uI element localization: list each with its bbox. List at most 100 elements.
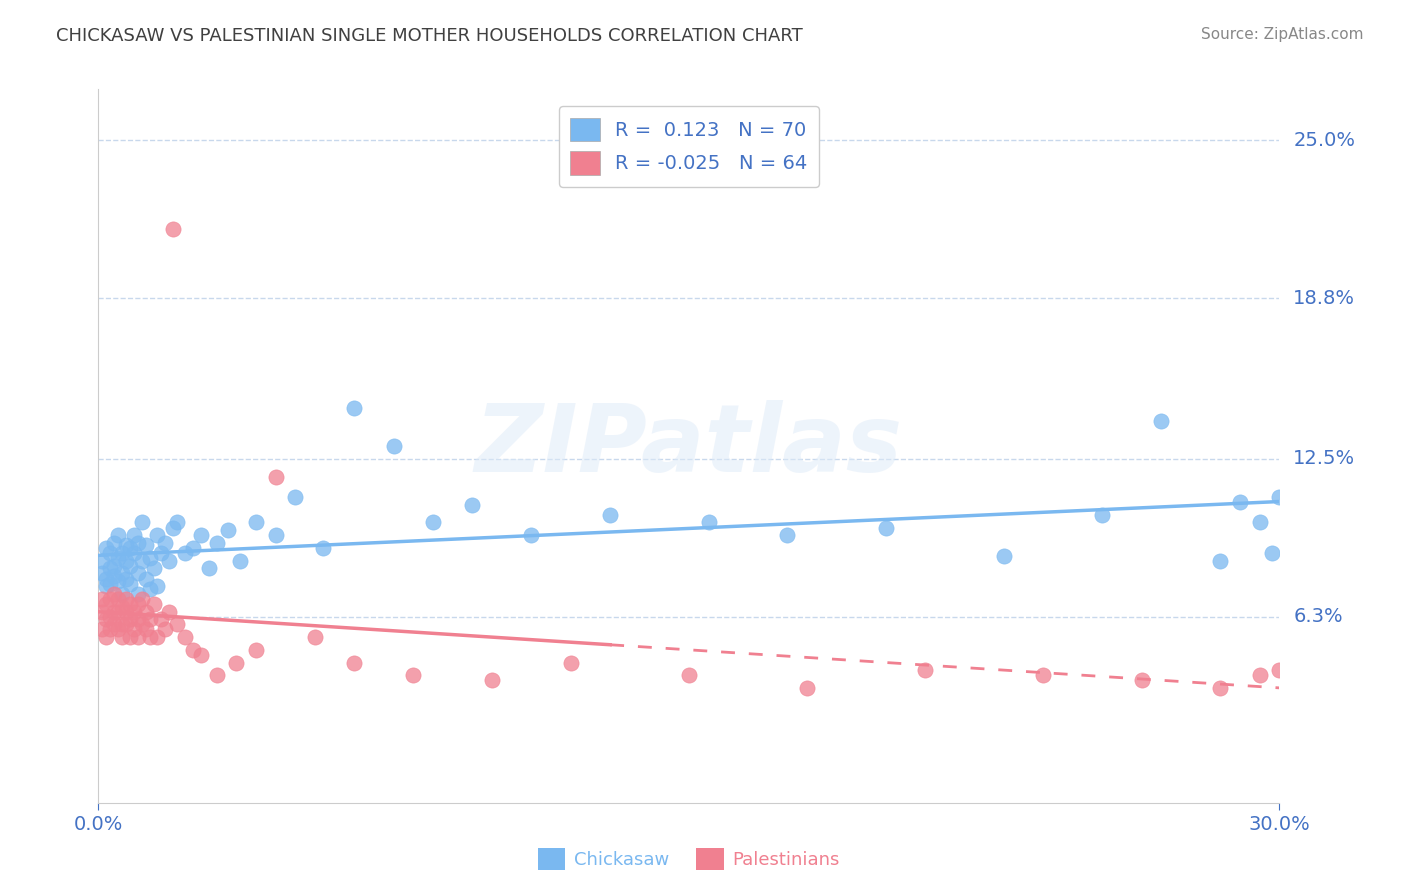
Point bbox=[914, 663, 936, 677]
Point bbox=[96, 541, 118, 555]
Point bbox=[107, 591, 129, 606]
Point bbox=[103, 587, 125, 601]
Point bbox=[107, 623, 129, 637]
Point bbox=[127, 566, 149, 581]
Point bbox=[111, 617, 134, 632]
Point bbox=[190, 528, 212, 542]
Point bbox=[96, 630, 118, 644]
Point bbox=[122, 546, 145, 560]
Point bbox=[245, 643, 267, 657]
Point bbox=[245, 516, 267, 530]
Point bbox=[166, 617, 188, 632]
Point bbox=[135, 623, 157, 637]
Point bbox=[993, 549, 1015, 563]
Point bbox=[122, 528, 145, 542]
Point bbox=[402, 668, 425, 682]
Point bbox=[142, 597, 165, 611]
Point bbox=[1091, 508, 1114, 522]
Point bbox=[111, 566, 134, 581]
Point bbox=[162, 222, 184, 236]
Point bbox=[157, 554, 180, 568]
Point bbox=[91, 623, 114, 637]
Point bbox=[135, 572, 157, 586]
Point bbox=[96, 597, 118, 611]
Point bbox=[111, 630, 134, 644]
Point bbox=[1150, 413, 1173, 427]
Point bbox=[118, 612, 141, 626]
Point bbox=[1249, 516, 1271, 530]
Point bbox=[157, 605, 180, 619]
Point bbox=[1229, 495, 1251, 509]
Point bbox=[155, 623, 177, 637]
Point bbox=[127, 597, 149, 611]
Point bbox=[481, 673, 503, 688]
Point bbox=[111, 599, 134, 614]
Point bbox=[107, 574, 129, 588]
Point bbox=[146, 528, 169, 542]
Point bbox=[96, 572, 118, 586]
Point bbox=[162, 520, 184, 534]
Point bbox=[1209, 554, 1232, 568]
Point bbox=[131, 617, 153, 632]
Point bbox=[103, 536, 125, 550]
Point bbox=[98, 623, 121, 637]
Legend: Chickasaw, Palestinians: Chickasaw, Palestinians bbox=[529, 839, 849, 880]
Point bbox=[264, 469, 287, 483]
Point bbox=[150, 546, 173, 560]
Text: 25.0%: 25.0% bbox=[1294, 130, 1355, 150]
Point bbox=[127, 612, 149, 626]
Point bbox=[1209, 681, 1232, 695]
Point bbox=[1032, 668, 1054, 682]
Point bbox=[146, 579, 169, 593]
Point bbox=[131, 554, 153, 568]
Point bbox=[131, 516, 153, 530]
Point bbox=[304, 630, 326, 644]
Point bbox=[181, 643, 204, 657]
Point bbox=[217, 523, 239, 537]
Point bbox=[98, 561, 121, 575]
Point bbox=[138, 551, 160, 566]
Point bbox=[343, 401, 366, 415]
Text: Source: ZipAtlas.com: Source: ZipAtlas.com bbox=[1201, 27, 1364, 42]
Point bbox=[118, 630, 141, 644]
Text: 6.3%: 6.3% bbox=[1294, 607, 1343, 626]
Point bbox=[118, 576, 141, 591]
Point bbox=[96, 612, 118, 626]
Point bbox=[115, 554, 138, 568]
Point bbox=[146, 630, 169, 644]
Point bbox=[91, 554, 114, 568]
Point bbox=[599, 508, 621, 522]
Text: ZIPatlas: ZIPatlas bbox=[475, 400, 903, 492]
Point bbox=[138, 582, 160, 596]
Point bbox=[197, 561, 219, 575]
Point bbox=[796, 681, 818, 695]
Point bbox=[312, 541, 335, 555]
Point bbox=[1268, 490, 1291, 504]
Point bbox=[115, 572, 138, 586]
Point bbox=[103, 558, 125, 573]
Point bbox=[1288, 656, 1310, 670]
Point bbox=[229, 554, 252, 568]
Point bbox=[166, 516, 188, 530]
Point bbox=[1130, 673, 1153, 688]
Point bbox=[115, 591, 138, 606]
Point bbox=[142, 561, 165, 575]
Point bbox=[131, 591, 153, 606]
Point bbox=[225, 656, 247, 670]
Point bbox=[103, 569, 125, 583]
Point bbox=[422, 516, 444, 530]
Point bbox=[115, 617, 138, 632]
Point bbox=[122, 623, 145, 637]
Point bbox=[1268, 663, 1291, 677]
Point bbox=[1308, 673, 1330, 688]
Point bbox=[111, 587, 134, 601]
Point bbox=[118, 541, 141, 555]
Point bbox=[103, 605, 125, 619]
Point bbox=[98, 546, 121, 560]
Point bbox=[118, 597, 141, 611]
Point bbox=[127, 630, 149, 644]
Point bbox=[875, 520, 897, 534]
Point bbox=[115, 538, 138, 552]
Point bbox=[776, 528, 799, 542]
Point bbox=[138, 630, 160, 644]
